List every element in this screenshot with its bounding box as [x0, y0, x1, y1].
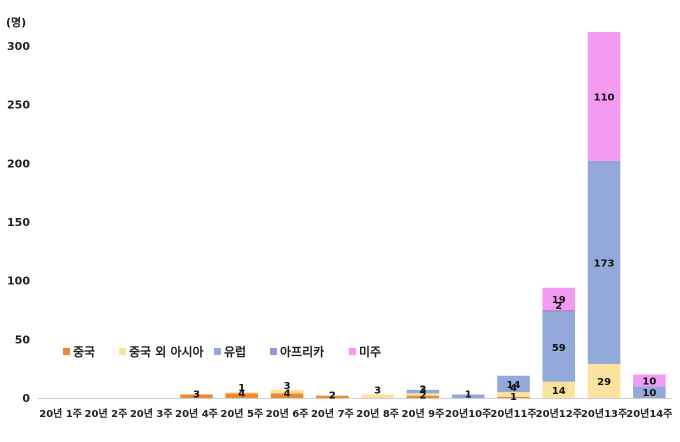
legend-swatch	[119, 348, 126, 355]
bar-segment	[587, 363, 621, 398]
legend-label: 아프리카	[280, 344, 324, 359]
data-label: 59	[552, 343, 566, 354]
data-label: 2	[555, 301, 562, 312]
data-label: 2	[329, 391, 336, 402]
data-label: 3	[419, 385, 426, 396]
bar-segment	[542, 310, 576, 313]
x-tick-label: 20년 6주	[266, 407, 309, 420]
x-tick-label: 20년 3주	[130, 407, 173, 420]
data-label: 110	[594, 92, 615, 103]
bar-segment	[225, 393, 259, 398]
data-label: 14	[552, 386, 566, 397]
bar-segment	[633, 386, 666, 398]
bar-segment	[361, 394, 394, 398]
legend-swatch	[63, 348, 70, 355]
data-label: 10	[642, 388, 656, 399]
x-tick-label: 20년10주	[445, 407, 491, 420]
y-tick-label: 50	[15, 333, 31, 346]
bars	[180, 31, 666, 398]
data-label: 29	[597, 377, 611, 388]
x-tick-label: 20년 4주	[175, 407, 218, 420]
bar-segment	[587, 31, 621, 161]
x-tick-label: 20년 2주	[85, 407, 128, 420]
data-label: 3	[193, 389, 200, 400]
legend-swatch	[214, 348, 221, 355]
legend: 중국 중국 외 아시아 유럽 아프리카 미주	[63, 344, 381, 359]
data-label: 173	[594, 258, 615, 269]
data-label: 1	[510, 392, 517, 403]
bar-segment	[451, 394, 485, 398]
data-label: 4	[238, 388, 245, 399]
y-tick-label: 300	[7, 40, 30, 53]
legend-swatch	[270, 348, 277, 355]
legend-swatch	[349, 348, 356, 355]
bar-segment	[270, 393, 304, 398]
bar-segment	[497, 392, 530, 397]
y-tick-label: 200	[7, 157, 30, 170]
data-label: 4	[510, 383, 517, 394]
x-tick-label: 20년 8주	[356, 407, 399, 420]
bar-segment	[316, 395, 349, 398]
x-tick-label: 20년 1주	[39, 407, 82, 420]
bar-segment	[406, 395, 440, 398]
bar-segment	[225, 392, 259, 394]
bar-segment	[542, 381, 576, 398]
data-label: 3	[284, 381, 291, 392]
data-label: 10	[642, 376, 656, 387]
y-unit-label: (명)	[6, 15, 26, 29]
bar-segment	[406, 393, 440, 396]
bar-segment	[497, 375, 530, 393]
data-label: 2	[419, 391, 426, 402]
bar-segment	[633, 374, 666, 387]
data-label: 14	[507, 380, 521, 391]
x-tick-label: 20년 7주	[311, 407, 354, 420]
bar-segment	[497, 396, 530, 398]
x-tick-label: 20년13주	[581, 407, 627, 420]
data-label: 2	[419, 384, 426, 395]
data-label: 1	[465, 389, 472, 400]
x-tick-label: 20년11주	[490, 407, 536, 420]
data-label: 1	[238, 383, 245, 394]
x-tick-label: 20년12주	[536, 407, 582, 420]
x-tick-label: 20년 5주	[220, 407, 263, 420]
bar-segment	[587, 160, 621, 364]
data-label: 19	[552, 295, 566, 306]
y-tick-label: 0	[22, 392, 30, 405]
bar-segment	[542, 312, 576, 382]
bar-segment	[406, 389, 440, 394]
x-tick-label: 20년14주	[626, 407, 672, 420]
bar-segment	[180, 394, 213, 398]
legend-label: 미주	[359, 344, 381, 359]
y-tick-label: 100	[7, 275, 30, 288]
legend-label: 유럽	[224, 345, 246, 359]
bar-segment	[270, 389, 304, 394]
data-label: 4	[284, 388, 291, 399]
x-tick-label: 20년 9주	[402, 407, 445, 420]
data-label: 3	[374, 385, 381, 396]
bar-segment	[542, 287, 576, 310]
legend-label: 중국	[73, 345, 95, 359]
y-tick-label: 250	[7, 99, 30, 112]
y-tick-label: 150	[7, 216, 30, 229]
legend-label: 중국 외 아시아	[129, 344, 204, 359]
